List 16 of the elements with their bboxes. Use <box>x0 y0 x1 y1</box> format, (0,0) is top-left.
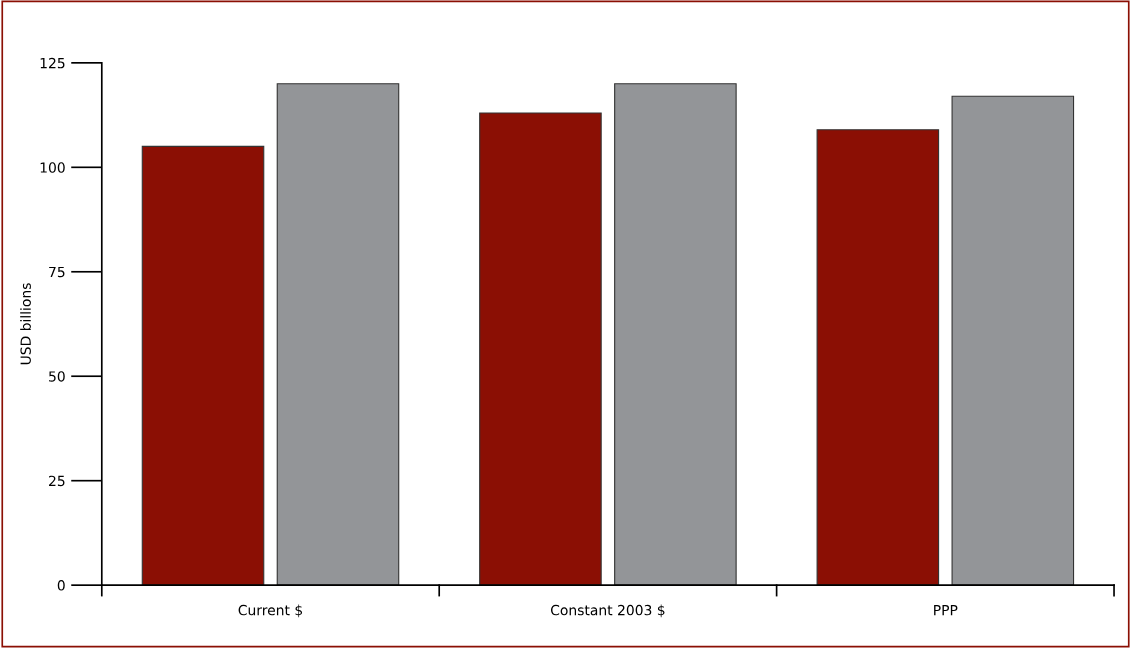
bar <box>276 83 400 586</box>
y-tick-label: 50 <box>49 371 65 382</box>
bar <box>614 83 737 586</box>
y-axis-title: USD billions <box>20 283 31 365</box>
y-tick-label: 25 <box>49 475 65 487</box>
x-tick-label: Current $ <box>238 604 303 618</box>
y-tick-label: 125 <box>40 57 65 69</box>
y-tick-label: 100 <box>40 162 65 173</box>
y-tick-label: 0 <box>57 580 65 591</box>
x-tick-label: PPP <box>934 605 958 616</box>
bar <box>951 95 1075 586</box>
bar <box>141 145 265 586</box>
x-tick-label: Constant 2003 $ <box>550 604 665 618</box>
y-tick-label: 75 <box>49 266 65 278</box>
bar <box>816 129 940 586</box>
bar <box>479 112 602 586</box>
